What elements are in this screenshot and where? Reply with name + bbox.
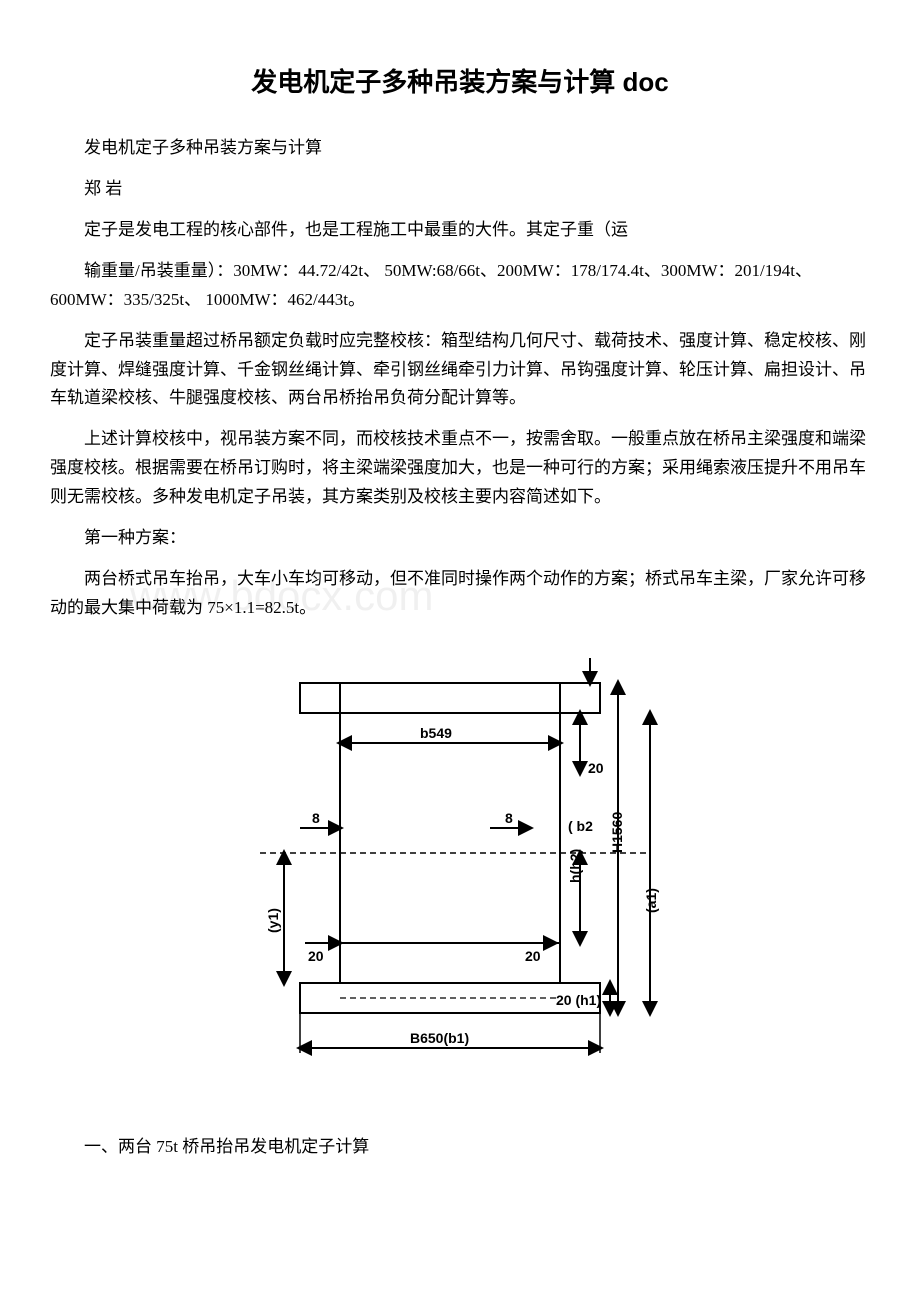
label-20-bl: 20 xyxy=(308,948,324,964)
paragraph-author: 郑 岩 xyxy=(50,175,870,204)
paragraph-analysis: 上述计算校核中，视吊装方案不同，而校核技术重点不一，按需舍取。一般重点放在桥吊主… xyxy=(50,425,870,512)
label-a1: (a1) xyxy=(643,888,659,913)
paragraph-scheme1-heading: 第一种方案： xyxy=(50,524,870,553)
label-b549: b549 xyxy=(420,725,452,741)
label-8-right: 8 xyxy=(505,810,513,826)
label-b650: B650(b1) xyxy=(410,1030,469,1046)
label-b2: ( b2 xyxy=(568,818,593,834)
page-title: 发电机定子多种吊装方案与计算 doc xyxy=(50,60,870,104)
label-20-top-right: 20 xyxy=(588,760,604,776)
label-20-br: 20 xyxy=(525,948,541,964)
paragraph-checklist: 定子吊装重量超过桥吊额定负载时应完整校核：箱型结构几何尺寸、载荷技术、强度计算、… xyxy=(50,327,870,414)
paragraph-section1: 一、两台 75t 桥吊抬吊发电机定子计算 xyxy=(50,1133,870,1162)
label-h1560: H1560 xyxy=(609,811,625,852)
label-20-h1: 20 (h1) xyxy=(556,992,601,1008)
label-8-left: 8 xyxy=(312,810,320,826)
paragraph-weights: 输重量/吊装重量）：30MW：44.72/42t、 50MW:68/66t、20… xyxy=(50,257,870,315)
paragraph-intro: 定子是发电工程的核心部件，也是工程施工中最重的大件。其定子重（运 xyxy=(50,216,870,245)
paragraph-scheme1-body: 两台桥式吊车抬吊，大车小车均可移动，但不准同时操作两个动作的方案；桥式吊车主梁，… xyxy=(50,565,870,623)
paragraph-subtitle: 发电机定子多种吊装方案与计算 xyxy=(50,134,870,163)
box-section-diagram: b549 20 8 8 ( b2 h(h2) H1560 (a1) xyxy=(50,653,870,1093)
label-y1: (y1) xyxy=(265,908,281,933)
